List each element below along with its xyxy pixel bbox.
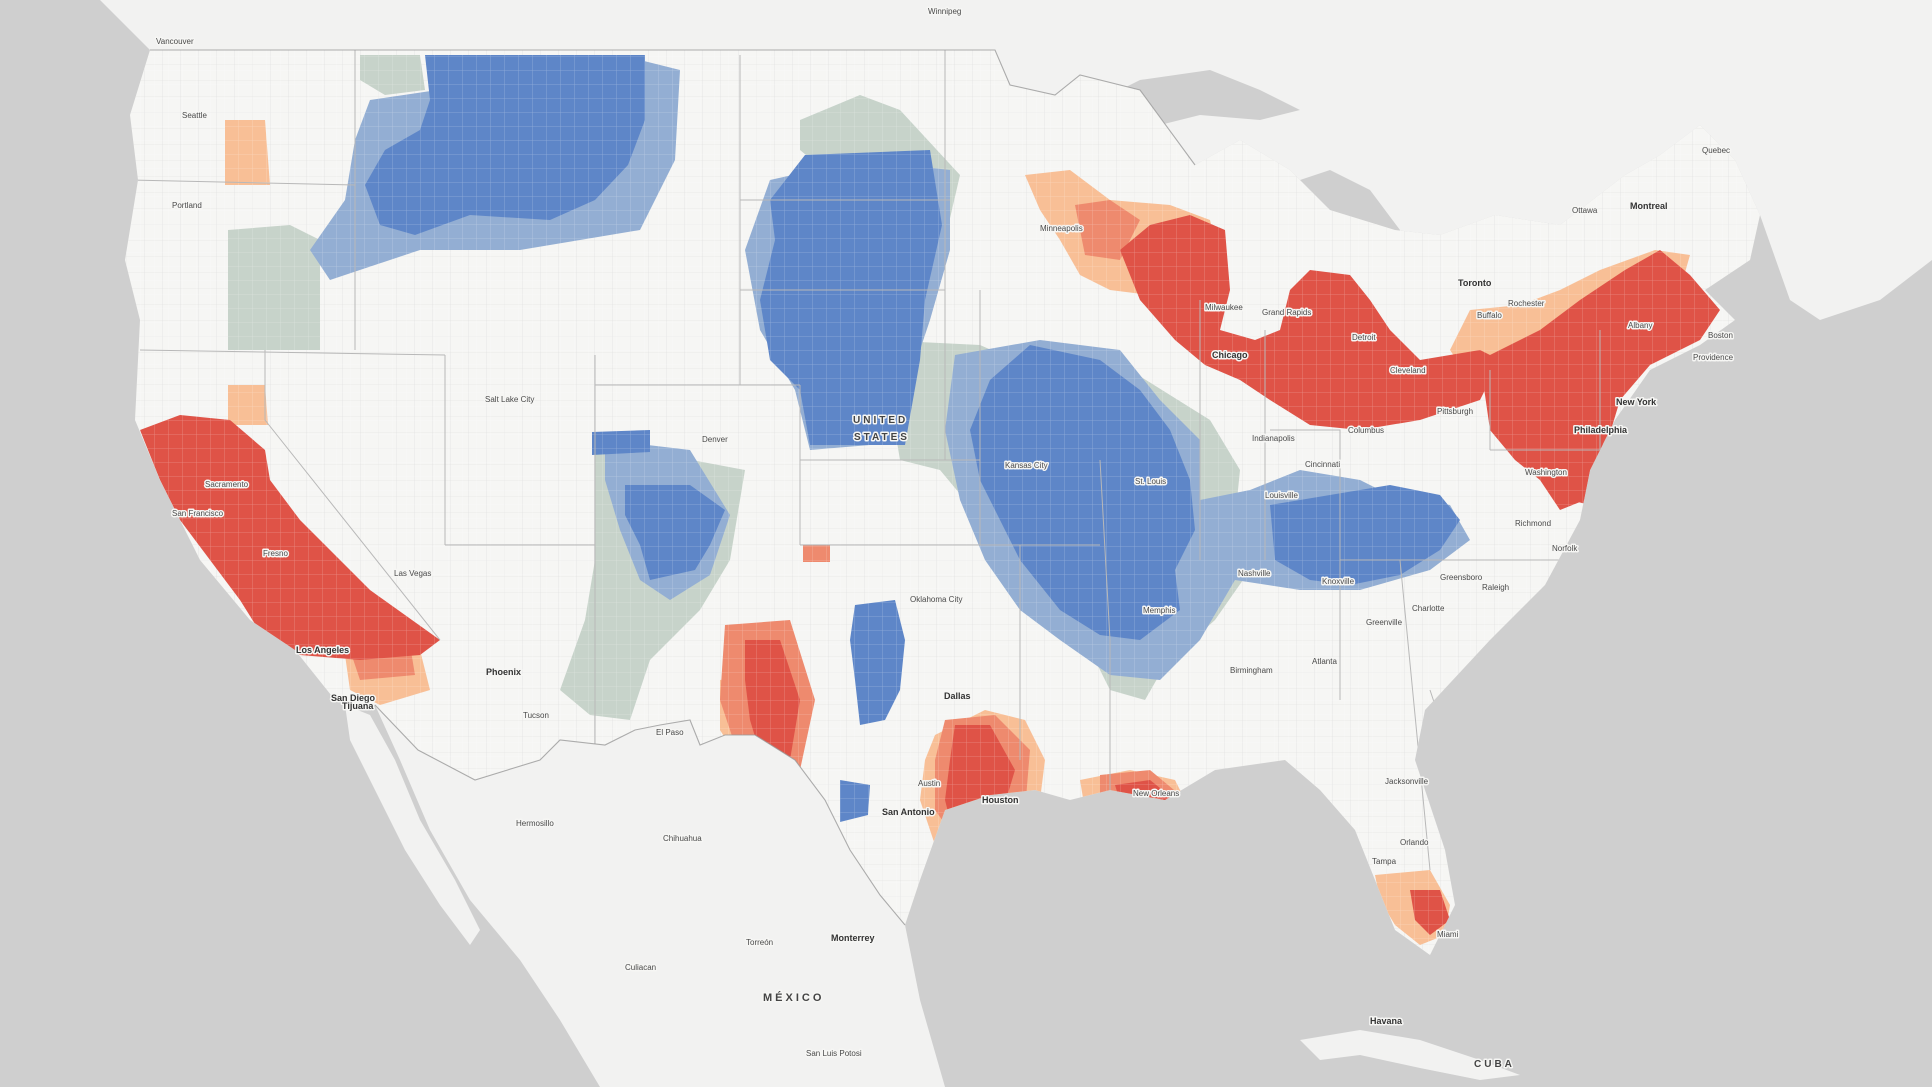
label-cleveland: Cleveland <box>1390 366 1426 375</box>
label-tijuana: Tijuana <box>342 701 374 711</box>
label-san-francisco: San Francisco <box>172 509 224 518</box>
label-buffalo: Buffalo <box>1477 311 1502 320</box>
label-charlotte: Charlotte <box>1412 604 1445 613</box>
label-chihuahua: Chihuahua <box>663 834 702 843</box>
label-providence: Providence <box>1693 353 1734 362</box>
baja-peninsula <box>345 705 480 945</box>
label-richmond: Richmond <box>1515 519 1551 528</box>
label-toronto: Toronto <box>1458 278 1492 288</box>
label-oklahoma-city: Oklahoma City <box>910 595 962 604</box>
label-culiacan: Culiacan <box>625 963 656 972</box>
map-labels: Winnipeg Vancouver Seattle Portland Queb… <box>155 6 1736 1072</box>
label-austin: Austin <box>918 779 940 788</box>
label-raleigh: Raleigh <box>1482 583 1509 592</box>
canada-land <box>100 0 1932 320</box>
label-united-states-2: STATES <box>854 432 910 443</box>
label-philadelphia: Philadelphia <box>1574 425 1628 435</box>
label-nashville: Nashville <box>1238 569 1271 578</box>
label-sacramento: Sacramento <box>205 480 249 489</box>
label-kansas-city: Kansas City <box>1005 461 1048 470</box>
label-montreal: Montreal <box>1630 201 1668 211</box>
label-greenville: Greenville <box>1366 618 1403 627</box>
label-louisville: Louisville <box>1265 491 1298 500</box>
label-los-angeles: Los Angeles <box>296 645 349 655</box>
label-washington: Washington <box>1525 468 1567 477</box>
label-indianapolis: Indianapolis <box>1252 434 1295 443</box>
label-vancouver: Vancouver <box>156 37 194 46</box>
label-san-antonio: San Antonio <box>882 807 935 817</box>
label-columbus: Columbus <box>1348 426 1384 435</box>
label-milwaukee: Milwaukee <box>1205 303 1243 312</box>
label-new-orleans: New Orleans <box>1133 789 1179 798</box>
label-greensboro: Greensboro <box>1440 573 1483 582</box>
label-chicago: Chicago <box>1212 350 1248 360</box>
label-las-vegas: Las Vegas <box>394 569 431 578</box>
label-st-louis: St. Louis <box>1135 477 1166 486</box>
label-phoenix: Phoenix <box>486 667 521 677</box>
cuba-land <box>1300 1030 1520 1080</box>
label-albany: Albany <box>1628 321 1652 330</box>
label-seattle: Seattle <box>182 111 207 120</box>
label-quebec: Quebec <box>1702 146 1730 155</box>
label-monterrey: Monterrey <box>831 933 875 943</box>
label-atlanta: Atlanta <box>1312 657 1337 666</box>
label-birmingham: Birmingham <box>1230 666 1273 675</box>
label-orlando: Orlando <box>1400 838 1429 847</box>
label-boston: Boston <box>1708 331 1733 340</box>
label-ottawa: Ottawa <box>1572 206 1598 215</box>
label-new-york: New York <box>1616 397 1657 407</box>
label-san-diego: San Diego <box>331 693 376 703</box>
label-dallas: Dallas <box>944 691 971 701</box>
label-cuba: CUBA <box>1474 1059 1515 1070</box>
label-rochester: Rochester <box>1508 299 1545 308</box>
label-salt-lake-city: Salt Lake City <box>485 395 534 404</box>
label-houston: Houston <box>982 795 1019 805</box>
country-borders <box>150 49 1196 926</box>
label-knoxville: Knoxville <box>1322 577 1355 586</box>
label-san-luis-potosi: San Luis Potosi <box>806 1049 862 1058</box>
label-grand-rapids: Grand Rapids <box>1262 308 1311 317</box>
label-minneapolis: Minneapolis <box>1040 224 1083 233</box>
label-denver: Denver <box>702 435 728 444</box>
label-pittsburgh: Pittsburgh <box>1437 407 1473 416</box>
label-mexico: MÉXICO <box>763 991 824 1004</box>
label-miami: Miami <box>1437 930 1459 939</box>
label-torreon: Torreón <box>746 938 773 947</box>
label-united-states-1: UNITED <box>853 415 908 426</box>
label-hermosillo: Hermosillo <box>516 819 554 828</box>
label-memphis: Memphis <box>1143 606 1175 615</box>
label-winnipeg: Winnipeg <box>928 7 961 16</box>
label-fresno: Fresno <box>263 549 288 558</box>
label-cincinnati: Cincinnati <box>1305 460 1340 469</box>
label-portland: Portland <box>172 201 202 210</box>
label-norfolk: Norfolk <box>1552 544 1578 553</box>
label-tampa: Tampa <box>1372 857 1397 866</box>
mexico-land <box>375 705 945 1087</box>
label-jacksonville: Jacksonville <box>1385 777 1429 786</box>
label-detroit: Detroit <box>1352 333 1376 342</box>
label-havana: Havana <box>1370 1016 1403 1026</box>
label-el-paso: El Paso <box>656 728 684 737</box>
label-tucson: Tucson <box>523 711 549 720</box>
